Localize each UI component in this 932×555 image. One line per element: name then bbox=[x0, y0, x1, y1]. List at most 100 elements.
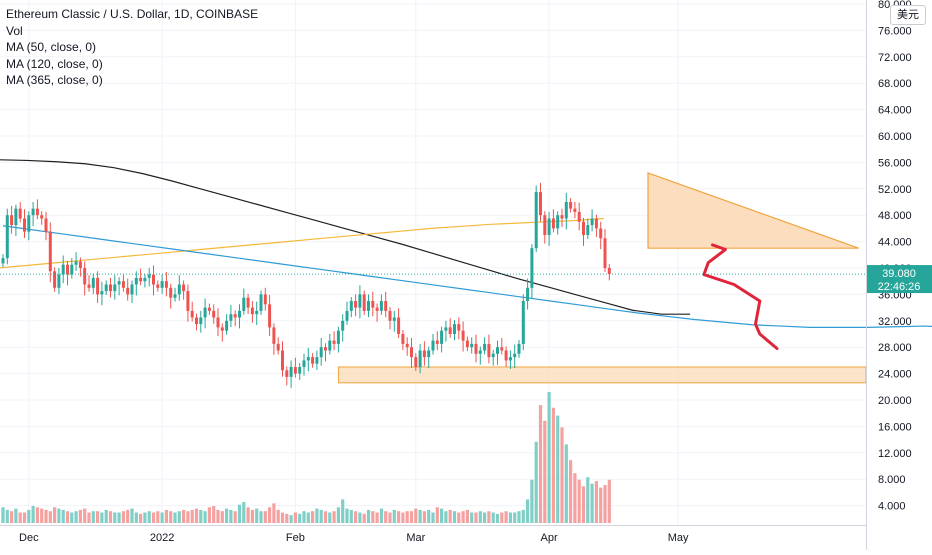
candle-body bbox=[207, 307, 211, 311]
y-tick-label: 32.000 bbox=[878, 316, 912, 328]
candle-body bbox=[147, 274, 151, 278]
candle-body bbox=[242, 297, 246, 311]
legend-symbol-title[interactable]: Ethereum Classic / U.S. Dollar, 1D, COIN… bbox=[6, 7, 259, 21]
volume-bar bbox=[126, 509, 130, 523]
volume-bar bbox=[551, 407, 555, 523]
candle-body bbox=[457, 324, 461, 331]
candle-body bbox=[526, 287, 530, 301]
candle-body bbox=[431, 340, 435, 351]
volume-bar bbox=[139, 513, 143, 523]
volume-bar bbox=[392, 509, 396, 523]
candle-body bbox=[543, 215, 547, 235]
volume-bar bbox=[517, 511, 521, 523]
volume-bar bbox=[1, 507, 5, 523]
volume-bar bbox=[229, 509, 233, 523]
candle-body bbox=[556, 215, 560, 229]
support-zone bbox=[337, 366, 867, 384]
candle-body bbox=[61, 264, 65, 275]
volume-bar bbox=[130, 508, 134, 523]
y-tick-label: 44.000 bbox=[878, 237, 912, 249]
candle-body bbox=[18, 208, 22, 219]
volume-bar bbox=[543, 420, 547, 523]
candle-body bbox=[594, 218, 598, 229]
candle-body bbox=[126, 287, 130, 295]
volume-bar bbox=[388, 512, 392, 523]
legend-ma-365[interactable]: MA (365, close, 0) bbox=[6, 73, 103, 87]
volume-bar bbox=[285, 513, 289, 523]
volume-bar bbox=[607, 479, 611, 523]
candle-body bbox=[117, 281, 121, 285]
volume-bar bbox=[35, 507, 39, 523]
candle-body bbox=[259, 294, 263, 311]
legend-ma-120[interactable]: MA (120, close, 0) bbox=[6, 56, 103, 71]
candle-body bbox=[289, 367, 293, 377]
candle-body bbox=[345, 310, 349, 321]
ma-50-line bbox=[2, 225, 932, 328]
volume-bar bbox=[569, 460, 573, 523]
volume-bar bbox=[199, 509, 203, 523]
legend-volume[interactable]: Vol bbox=[6, 23, 23, 38]
volume-bar bbox=[448, 509, 452, 523]
volume-bar bbox=[177, 511, 181, 523]
volume-bar bbox=[100, 512, 104, 523]
candle-body bbox=[233, 314, 237, 318]
candle-body bbox=[607, 268, 611, 275]
y-tick-label: 24.000 bbox=[878, 369, 912, 381]
volume-bar bbox=[409, 511, 414, 523]
volume-bar bbox=[371, 511, 375, 523]
candle-body bbox=[57, 274, 61, 288]
volume-bar bbox=[246, 507, 250, 523]
candle-body bbox=[521, 301, 525, 344]
candle-body bbox=[70, 264, 74, 275]
volume-bar bbox=[302, 511, 306, 523]
triangle-pattern bbox=[647, 172, 859, 249]
candle-body bbox=[311, 357, 315, 364]
y-tick-label: 28.000 bbox=[878, 342, 912, 354]
candle-body bbox=[582, 221, 585, 235]
candle-body bbox=[78, 261, 82, 268]
candle-body bbox=[160, 281, 164, 288]
candle-body bbox=[461, 330, 465, 341]
candle-body bbox=[410, 347, 413, 358]
volume-bar bbox=[207, 507, 211, 523]
volume-bar bbox=[31, 505, 35, 523]
candle-body bbox=[551, 218, 555, 229]
volume-bar bbox=[169, 511, 173, 523]
candle-body bbox=[130, 284, 134, 295]
volume-bar bbox=[311, 511, 315, 523]
candle-body bbox=[564, 202, 568, 219]
volume-bar bbox=[108, 511, 113, 523]
volume-bar bbox=[362, 513, 366, 523]
volume-bar bbox=[358, 512, 362, 523]
currency-badge[interactable]: 美元 bbox=[890, 5, 926, 25]
candle-body bbox=[250, 307, 254, 315]
candle-body bbox=[216, 317, 220, 328]
candle-body bbox=[238, 310, 241, 318]
volume-bar bbox=[401, 512, 405, 523]
volume-bar bbox=[431, 512, 435, 523]
candle-body bbox=[388, 310, 392, 321]
legend-ma-50[interactable]: MA (50, close, 0) bbox=[6, 40, 97, 54]
volume-bar bbox=[40, 508, 44, 523]
candle-body bbox=[599, 228, 603, 239]
volume-bar bbox=[328, 512, 332, 523]
volume-bar bbox=[491, 512, 495, 523]
volume-bar bbox=[586, 477, 590, 523]
candle-body bbox=[427, 350, 431, 358]
volume-bar bbox=[104, 509, 108, 523]
volume-bar bbox=[27, 509, 31, 523]
candle-body bbox=[513, 353, 517, 358]
candle-body bbox=[487, 343, 491, 358]
y-tick-label: 52.000 bbox=[878, 184, 912, 196]
volume-bar bbox=[483, 512, 487, 523]
y-tick-label: 4.000 bbox=[878, 501, 906, 513]
volume-bar bbox=[513, 512, 517, 523]
candle-body bbox=[27, 215, 31, 232]
candle-body bbox=[319, 347, 323, 358]
volume-bar bbox=[457, 512, 461, 523]
candle-body bbox=[113, 284, 117, 292]
candle-body bbox=[483, 343, 487, 351]
volume-bar bbox=[61, 509, 65, 523]
